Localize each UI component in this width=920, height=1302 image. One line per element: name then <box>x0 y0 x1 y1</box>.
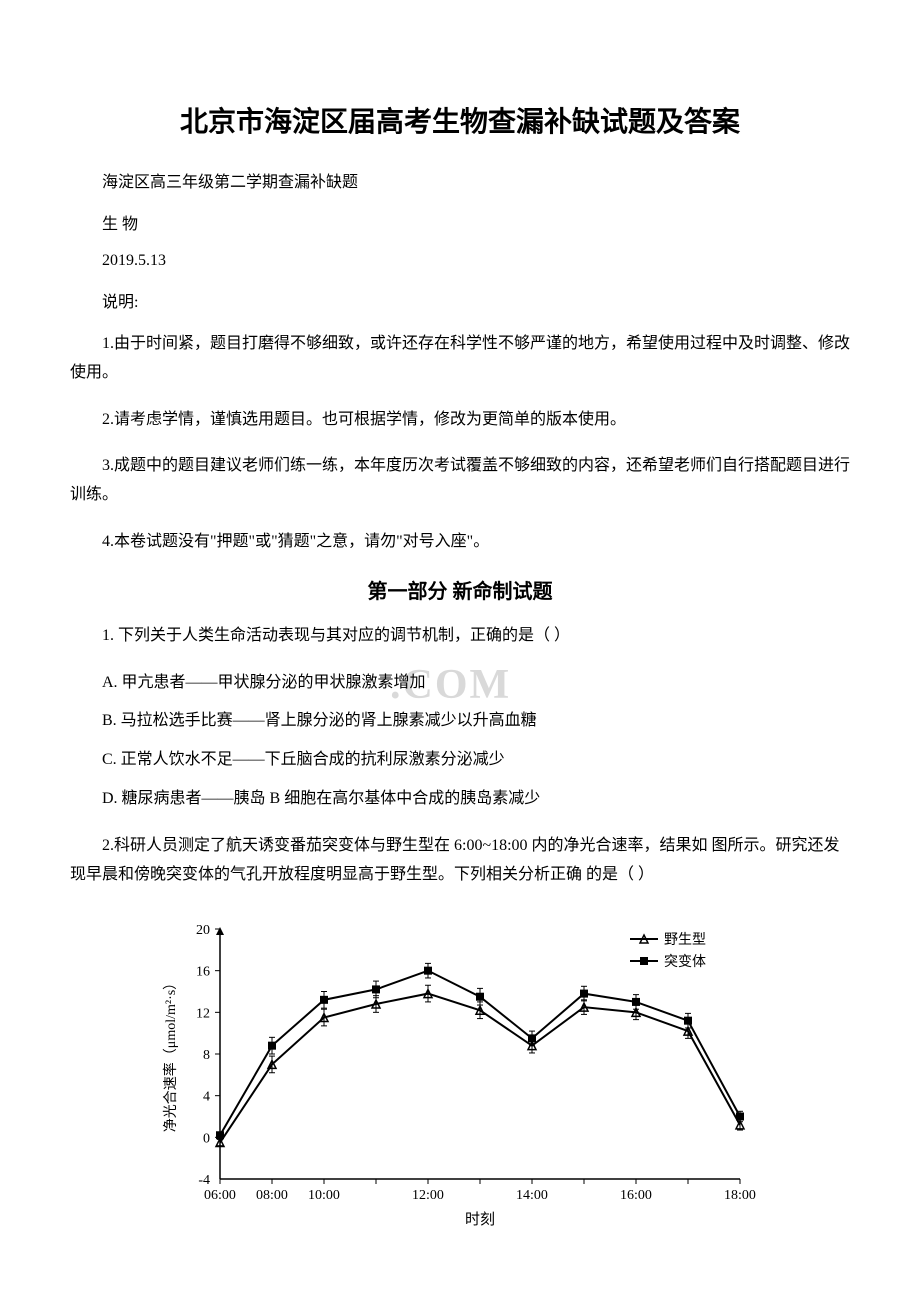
svg-text:06:00: 06:00 <box>204 1188 236 1203</box>
q1-option-a: A. 甲亢患者——甲状腺分泌的甲状腺激素增加 <box>70 669 850 698</box>
svg-text:14:00: 14:00 <box>516 1188 548 1203</box>
svg-text:野生型: 野生型 <box>664 932 706 948</box>
q1-stem: 1. 下列关于人类生命活动表现与其对应的调节机制，正确的是（ ） <box>70 622 850 651</box>
line-chart: 0 4 8 12 16 20 -406:00 08:00 10:00 12:00 14:00 16:0… <box>150 909 770 1229</box>
q1-option-b: B. 马拉松选手比赛——肾上腺分泌的肾上腺素减少以升高血糖 <box>70 707 850 736</box>
date: 2019.5.13 <box>70 252 850 270</box>
svg-text:08:00: 08:00 <box>256 1188 288 1203</box>
instruction-3: 3.成题中的题目建议老师们练一练，本年度历次考试覆盖不够细致的内容，还希望老师们… <box>70 452 850 510</box>
svg-text:4: 4 <box>203 1090 210 1105</box>
section-heading: 第一部分 新命制试题 <box>70 575 850 604</box>
svg-text:12:00: 12:00 <box>412 1188 444 1203</box>
chart-svg: 0 4 8 12 16 20 -406:00 08:00 10:00 12:00 14:00 16:0… <box>150 909 770 1229</box>
page-title: 北京市海淀区届高考生物查漏补缺试题及答案 <box>70 100 850 140</box>
svg-text:18:00: 18:00 <box>724 1188 756 1203</box>
svg-text:0: 0 <box>203 1132 210 1147</box>
svg-text:净光合速率（μmol/m²·s）: 净光合速率（μmol/m²·s） <box>162 976 179 1132</box>
svg-text:突变体: 突变体 <box>664 954 706 970</box>
q1-option-d: D. 糖尿病患者——胰岛 B 细胞在高尔基体中合成的胰岛素减少 <box>70 785 850 814</box>
svg-text:16: 16 <box>196 965 210 980</box>
intro-label: 说明: <box>70 288 850 312</box>
svg-text:-4: -4 <box>198 1173 210 1188</box>
instruction-2: 2.请考虑学情，谨慎选用题目。也可根据学情，修改为更简单的版本使用。 <box>70 406 850 435</box>
svg-text:12: 12 <box>196 1007 210 1022</box>
q2-stem: 2.科研人员测定了航天诱变番茄突变体与野生型在 6:00~18:00 内的净光合… <box>70 832 850 890</box>
svg-text:16:00: 16:00 <box>620 1188 652 1203</box>
svg-text:8: 8 <box>203 1048 210 1063</box>
subject: 生 物 <box>70 210 850 234</box>
q1-option-c: C. 正常人饮水不足——下丘脑合成的抗利尿激素分泌减少 <box>70 746 850 775</box>
svg-text:时刻: 时刻 <box>465 1211 495 1228</box>
instruction-1: 1.由于时间紧，题目打磨得不够细致，或许还存在科学性不够严谨的地方，希望使用过程… <box>70 330 850 388</box>
subtitle: 海淀区高三年级第二学期查漏补缺题 <box>70 168 850 192</box>
instruction-4: 4.本卷试题没有"押题"或"猜题"之意，请勿"对号入座"。 <box>70 528 850 557</box>
svg-text:20: 20 <box>196 923 210 938</box>
svg-text:10:00: 10:00 <box>308 1188 340 1203</box>
